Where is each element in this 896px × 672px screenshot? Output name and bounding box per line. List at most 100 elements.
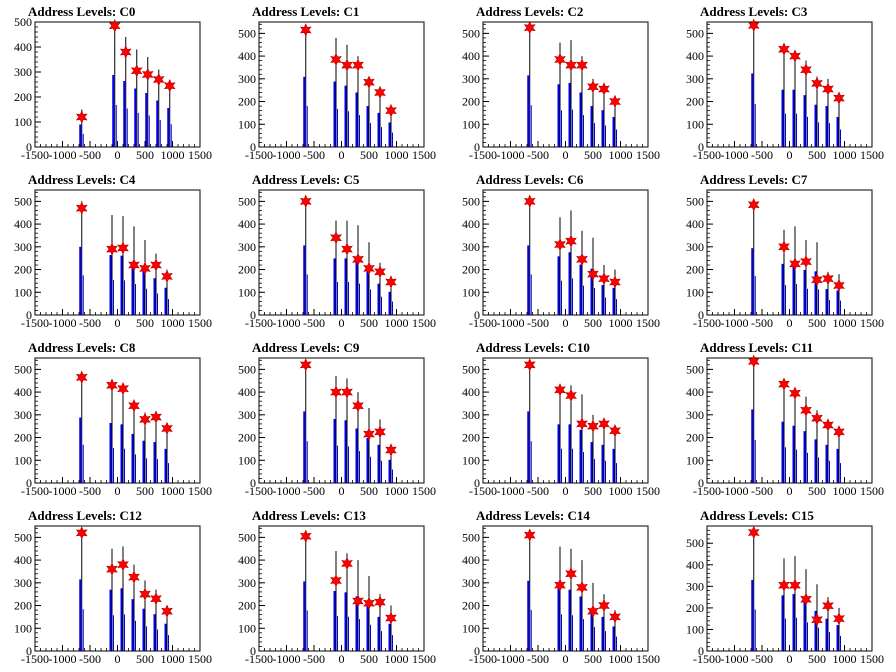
- peak-marker: [150, 258, 162, 272]
- y-tick-label: 300: [14, 65, 32, 79]
- x-tick-label: 0: [787, 652, 793, 666]
- y-tick-label: 0: [250, 644, 256, 658]
- x-tick-label: 500: [808, 316, 826, 330]
- histogram-bar: [167, 108, 170, 147]
- peak-marker: [75, 526, 88, 540]
- x-tick-label: -500: [751, 316, 773, 330]
- y-tick-label: 0: [474, 308, 480, 322]
- y-tick-label: 200: [686, 601, 704, 615]
- peak-marker: [117, 381, 129, 396]
- peak-marker: [161, 269, 173, 284]
- y-tick-label: 400: [686, 49, 704, 63]
- histogram-bar: [366, 438, 369, 483]
- y-tick-label: 0: [474, 644, 480, 658]
- x-tick-label: -500: [751, 652, 773, 666]
- y-tick-label: 400: [462, 217, 480, 231]
- plot-frame: [706, 189, 873, 316]
- peak-marker: [789, 49, 801, 63]
- x-tick-label: -1000: [497, 652, 525, 666]
- x-tick-label: -1000: [49, 652, 77, 666]
- peak-marker: [523, 20, 536, 35]
- histogram-bar: [142, 270, 145, 315]
- peak-marker: [299, 23, 312, 37]
- x-tick-label: -1000: [273, 652, 301, 666]
- x-tick-label: -1500: [469, 652, 497, 666]
- y-tick-label: 300: [238, 72, 256, 86]
- x-tick-label: -1500: [245, 316, 273, 330]
- peak-marker: [822, 82, 834, 96]
- plot-frame: [706, 21, 873, 148]
- histogram-panel: Address Levels: C9 0 100 200 300 400 500 -1500-…: [224, 336, 448, 504]
- x-tick-label: 500: [360, 316, 378, 330]
- histogram-panel: Address Levels: C2 0 100 200 300 400 500 -1500-…: [448, 0, 672, 168]
- x-tick-label: 1500: [412, 652, 436, 666]
- y-tick-label: 500: [14, 362, 32, 376]
- x-tick-label: -500: [79, 148, 101, 162]
- histogram-bar: [388, 623, 391, 651]
- peak-marker: [576, 417, 588, 431]
- histogram-bar: [120, 255, 123, 315]
- histogram-bar: [112, 75, 115, 147]
- peak-marker: [800, 254, 812, 269]
- x-tick-label: 500: [808, 652, 826, 666]
- histogram-bar: [153, 614, 156, 651]
- histogram-bar: [803, 95, 806, 147]
- histogram-bar: [79, 124, 82, 147]
- y-tick-label: 500: [686, 26, 704, 40]
- peak-marker: [747, 354, 760, 369]
- peak-marker: [330, 385, 342, 399]
- peak-marker: [75, 370, 88, 385]
- histogram-bar: [557, 84, 560, 147]
- histogram-bar: [836, 290, 839, 315]
- y-tick-label: 100: [462, 621, 480, 635]
- histogram-plot: Address Levels: C13 0 100 200 300 400 500 -1500…: [238, 508, 436, 666]
- peak-marker: [374, 595, 386, 609]
- chart-title: Address Levels: C0: [28, 4, 135, 19]
- x-tick-label: -1500: [21, 484, 49, 498]
- histogram-bar: [601, 285, 604, 315]
- histogram-bar: [751, 73, 754, 147]
- chart-title: Address Levels: C6: [476, 172, 584, 187]
- histogram-bar: [568, 252, 571, 315]
- x-tick-label: -1000: [721, 652, 749, 666]
- histogram-bar: [303, 411, 306, 483]
- histogram-bar: [557, 588, 560, 651]
- peak-marker: [587, 267, 599, 281]
- peak-marker: [565, 234, 577, 248]
- x-tick-label: -1000: [273, 148, 301, 162]
- x-tick-label: 0: [115, 484, 121, 498]
- y-tick-label: 400: [14, 40, 32, 54]
- x-tick-label: -1000: [49, 484, 77, 498]
- peak-marker: [128, 258, 140, 272]
- y-tick-label: 500: [462, 530, 480, 544]
- y-tick-label: 300: [686, 579, 704, 593]
- y-tick-label: 200: [686, 95, 704, 109]
- x-tick-label: 1000: [161, 652, 185, 666]
- y-tick-label: 200: [686, 431, 704, 445]
- x-tick-label: 0: [115, 316, 121, 330]
- y-tick-label: 300: [462, 72, 480, 86]
- x-tick-label: 500: [584, 484, 602, 498]
- peak-marker: [554, 578, 566, 592]
- histogram-bar: [120, 588, 123, 651]
- histogram-bar: [751, 409, 754, 483]
- histogram-panel: Address Levels: C12 0 100 200 300 400 500 -1500…: [0, 504, 224, 672]
- histogram-bar: [303, 581, 306, 651]
- y-tick-label: 100: [238, 285, 256, 299]
- x-tick-label: 1000: [609, 316, 633, 330]
- histogram-plot: Address Levels: C15 0 100 200 300 400 500 -1500…: [686, 508, 884, 666]
- chart-title: Address Levels: C2: [476, 4, 583, 19]
- histogram-plot: Address Levels: C10100200300400500-1500-…: [238, 4, 436, 162]
- histogram-bar: [333, 81, 336, 147]
- histogram-bar: [134, 88, 137, 147]
- histogram-bar: [751, 579, 754, 651]
- x-tick-label: -1500: [245, 484, 273, 498]
- histogram-bar: [388, 291, 391, 315]
- histogram-bar: [568, 424, 571, 483]
- x-tick-label: -1000: [273, 316, 301, 330]
- x-tick-label: 1000: [609, 148, 633, 162]
- peak-marker: [139, 412, 151, 427]
- histogram-bar: [825, 444, 828, 483]
- y-tick-label: 200: [14, 431, 32, 445]
- histogram-bar: [612, 287, 615, 315]
